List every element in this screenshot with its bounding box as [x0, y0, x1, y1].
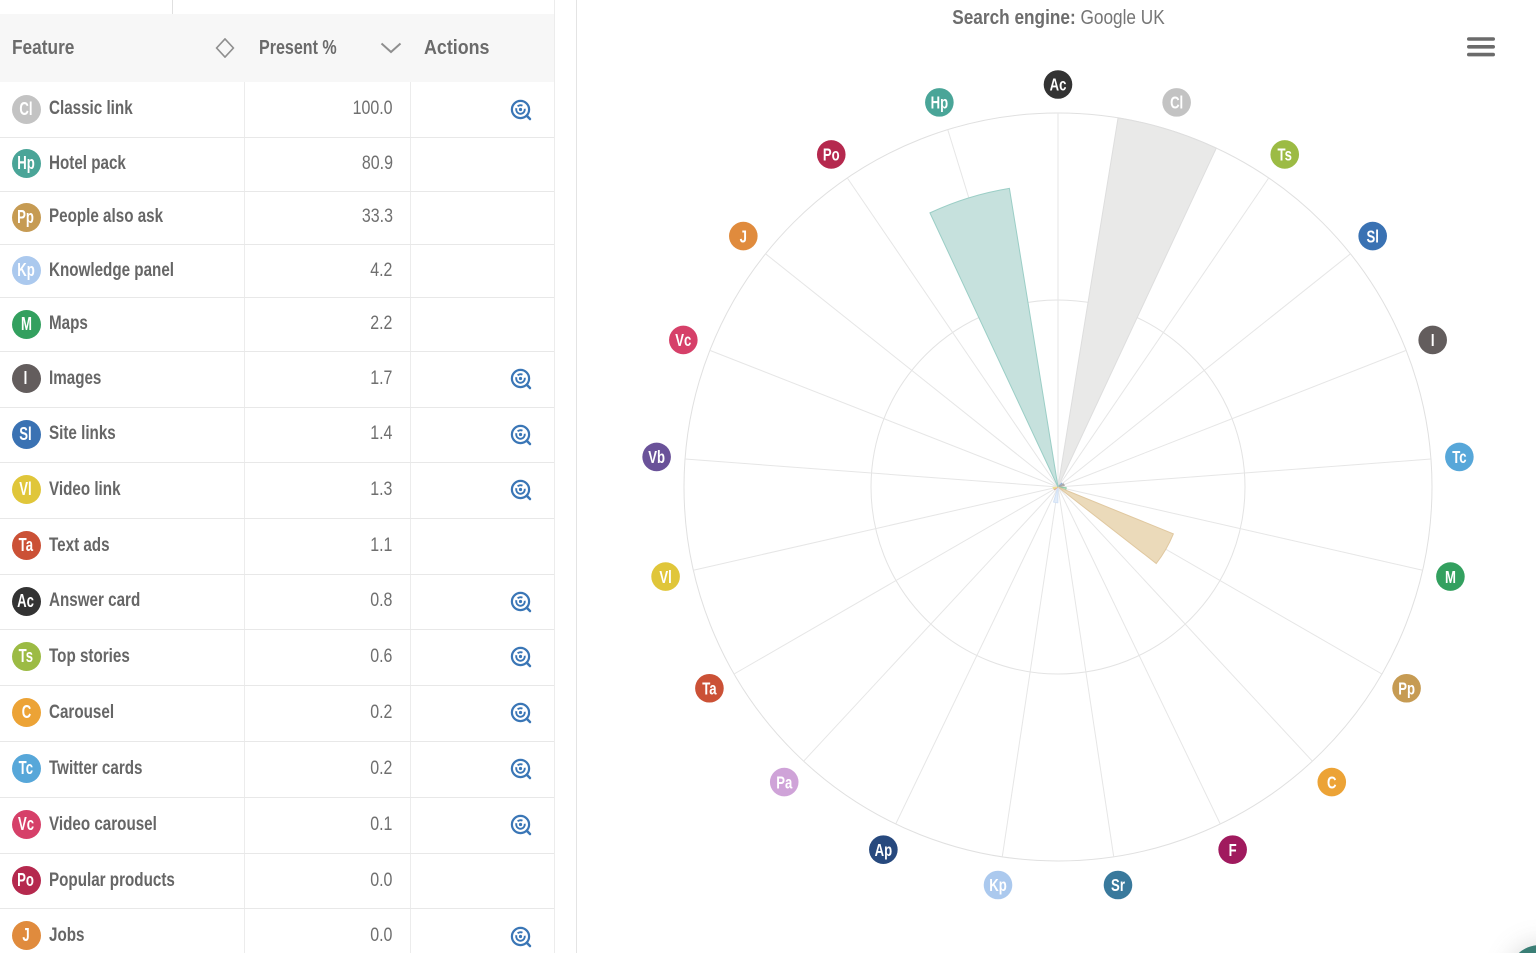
svg-text:J: J: [740, 227, 747, 246]
svg-text:Cl: Cl: [1170, 94, 1183, 113]
svg-text:Tc: Tc: [1452, 448, 1467, 467]
svg-text:Hp: Hp: [931, 94, 949, 113]
svg-text:I: I: [1431, 331, 1435, 350]
svg-text:Vc: Vc: [675, 331, 691, 350]
svg-text:Sl: Sl: [1366, 227, 1378, 246]
svg-text:Pa: Pa: [776, 773, 792, 792]
svg-text:Ac: Ac: [1050, 76, 1067, 95]
svg-text:Kp: Kp: [989, 876, 1007, 895]
svg-text:Ts: Ts: [1278, 146, 1293, 165]
svg-text:F: F: [1229, 841, 1237, 860]
svg-text:Pp: Pp: [1398, 680, 1415, 699]
svg-text:Ta: Ta: [702, 680, 717, 699]
svg-text:C: C: [1327, 773, 1336, 792]
svg-text:Sr: Sr: [1111, 876, 1125, 895]
svg-text:Ap: Ap: [875, 841, 893, 860]
svg-text:Po: Po: [823, 146, 840, 165]
svg-text:M: M: [1445, 568, 1456, 587]
svg-text:Vl: Vl: [659, 568, 671, 587]
svg-text:Vb: Vb: [648, 448, 665, 467]
